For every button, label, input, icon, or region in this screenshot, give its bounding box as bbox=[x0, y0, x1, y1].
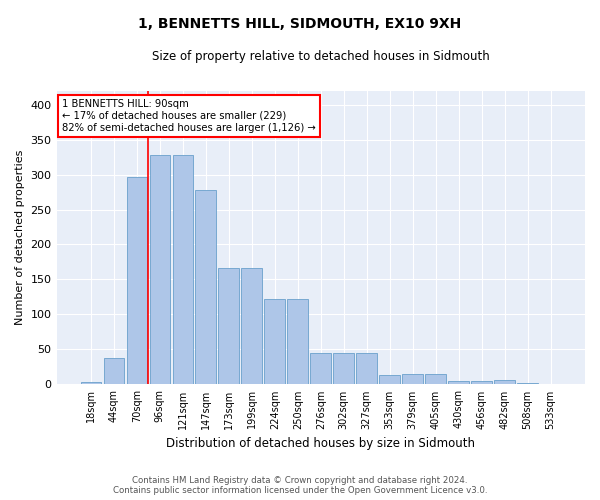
X-axis label: Distribution of detached houses by size in Sidmouth: Distribution of detached houses by size … bbox=[166, 437, 475, 450]
Bar bbox=[218, 268, 239, 384]
Text: Contains HM Land Registry data © Crown copyright and database right 2024.
Contai: Contains HM Land Registry data © Crown c… bbox=[113, 476, 487, 495]
Title: Size of property relative to detached houses in Sidmouth: Size of property relative to detached ho… bbox=[152, 50, 490, 63]
Text: 1, BENNETTS HILL, SIDMOUTH, EX10 9XH: 1, BENNETTS HILL, SIDMOUTH, EX10 9XH bbox=[139, 18, 461, 32]
Bar bbox=[448, 381, 469, 384]
Text: 1 BENNETTS HILL: 90sqm
← 17% of detached houses are smaller (229)
82% of semi-de: 1 BENNETTS HILL: 90sqm ← 17% of detached… bbox=[62, 100, 316, 132]
Bar bbox=[494, 380, 515, 384]
Bar bbox=[356, 353, 377, 384]
Bar bbox=[379, 376, 400, 384]
Bar bbox=[265, 299, 285, 384]
Bar bbox=[472, 381, 492, 384]
Bar bbox=[517, 383, 538, 384]
Bar bbox=[241, 268, 262, 384]
Bar bbox=[196, 190, 216, 384]
Bar bbox=[287, 299, 308, 384]
Bar bbox=[127, 178, 147, 384]
Bar bbox=[425, 374, 446, 384]
Bar bbox=[403, 374, 423, 384]
Bar bbox=[80, 382, 101, 384]
Bar bbox=[173, 155, 193, 384]
Bar bbox=[310, 353, 331, 384]
Bar bbox=[149, 155, 170, 384]
Bar bbox=[104, 358, 124, 384]
Y-axis label: Number of detached properties: Number of detached properties bbox=[15, 150, 25, 325]
Bar bbox=[334, 353, 354, 384]
